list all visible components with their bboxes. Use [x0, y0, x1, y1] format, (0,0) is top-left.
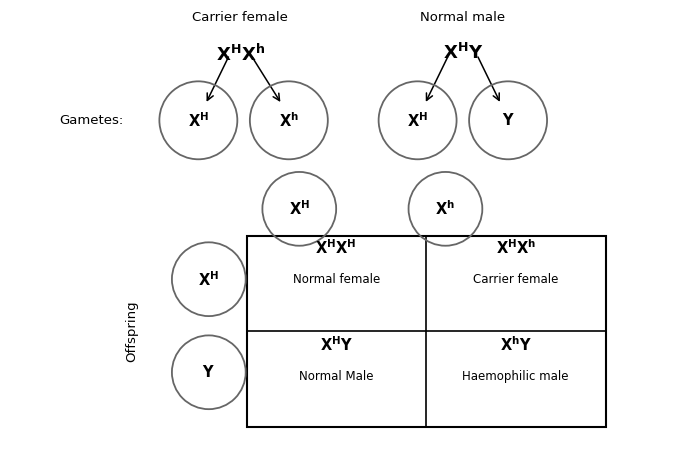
- Text: Carrier female: Carrier female: [192, 11, 288, 25]
- Text: $\mathbf{Y}$: $\mathbf{Y}$: [502, 112, 514, 128]
- Text: Normal female: Normal female: [292, 273, 380, 286]
- Text: $\mathbf{X^HX^h}$: $\mathbf{X^HX^h}$: [216, 43, 264, 64]
- Text: $\mathbf{X^h}$: $\mathbf{X^h}$: [436, 199, 455, 218]
- Text: $\mathbf{X^HY}$: $\mathbf{X^HY}$: [319, 336, 353, 355]
- Text: $\mathbf{X^H}$: $\mathbf{X^H}$: [407, 111, 428, 130]
- Text: $\mathbf{X^H}$: $\mathbf{X^H}$: [289, 199, 310, 218]
- Text: Carrier female: Carrier female: [473, 273, 558, 286]
- Text: $\mathbf{X^h}$: $\mathbf{X^h}$: [279, 111, 299, 130]
- Text: $\mathbf{Y}$: $\mathbf{Y}$: [203, 364, 215, 380]
- Text: $\mathbf{X^H}$: $\mathbf{X^H}$: [198, 270, 219, 289]
- Text: $\mathbf{X^HY}$: $\mathbf{X^HY}$: [443, 43, 483, 63]
- Text: $\mathbf{X^H}$: $\mathbf{X^H}$: [188, 111, 209, 130]
- Text: Haemophilic male: Haemophilic male: [462, 370, 569, 383]
- Text: $\mathbf{X^HX^h}$: $\mathbf{X^HX^h}$: [496, 238, 536, 257]
- Text: Offspring: Offspring: [126, 301, 139, 362]
- Text: $\mathbf{X^HX^H}$: $\mathbf{X^HX^H}$: [315, 238, 357, 257]
- Text: $\mathbf{X^hY}$: $\mathbf{X^hY}$: [500, 336, 532, 355]
- Bar: [247, 236, 606, 427]
- Text: Normal male: Normal male: [420, 11, 505, 25]
- Text: Normal Male: Normal Male: [299, 370, 374, 383]
- Text: Gametes:: Gametes:: [59, 114, 123, 127]
